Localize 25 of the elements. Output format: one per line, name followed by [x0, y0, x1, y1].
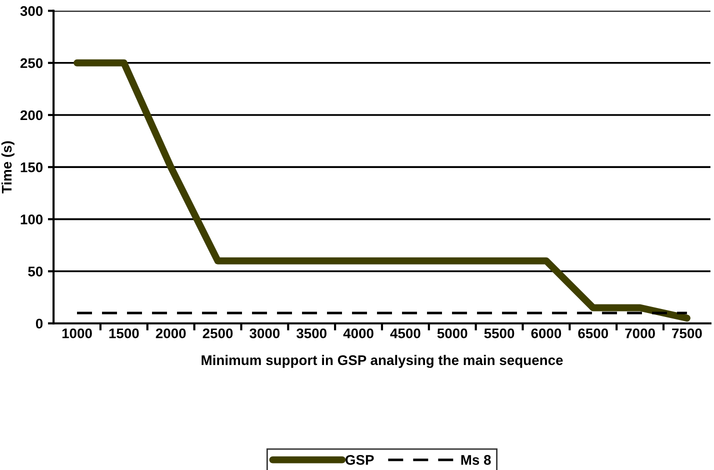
- x-tick-label: 2500: [202, 328, 233, 338]
- x-tick-label: 5500: [484, 328, 514, 338]
- x-tick-label: 6000: [531, 328, 562, 338]
- x-tick-label: 6500: [578, 328, 608, 338]
- y-tick-label: 200: [20, 110, 43, 120]
- x-tick-label: 7000: [625, 328, 655, 338]
- x-tick-label: 1500: [109, 328, 139, 338]
- x-tick-label: 4000: [343, 328, 374, 338]
- y-tick-label: 250: [20, 58, 43, 68]
- x-tick-label: 3000: [250, 328, 280, 338]
- x-tick-label: 4500: [390, 328, 420, 338]
- y-axis-title: Time (s): [1, 141, 14, 194]
- x-tick-label: 3500: [296, 328, 326, 338]
- x-tick-label: 5000: [437, 328, 468, 338]
- y-tick-label: 300: [20, 6, 43, 16]
- y-tick-label: 100: [20, 214, 43, 224]
- y-tick-label: 0: [36, 318, 43, 329]
- legend-label: GSP: [346, 454, 374, 465]
- x-tick-label: 1000: [62, 328, 92, 338]
- x-tick-label: 2000: [156, 328, 186, 338]
- legend-label: Ms 8: [461, 454, 491, 465]
- x-tick-label: 7500: [672, 328, 702, 338]
- x-axis-title: Minimum support in GSP analysing the main sequence: [202, 354, 563, 368]
- y-tick-label: 150: [20, 162, 43, 172]
- y-tick-label: 50: [28, 266, 43, 276]
